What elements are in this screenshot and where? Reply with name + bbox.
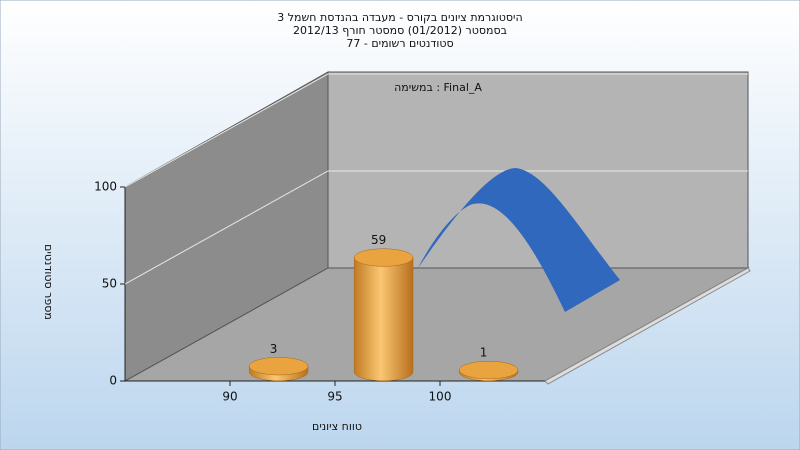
- annotation: במשימה : Final_A: [394, 81, 482, 94]
- bar-top: [458, 360, 519, 380]
- bar: [353, 257, 414, 382]
- grid-line: [124, 170, 748, 285]
- y-axis-label: מספר סטודנטים: [42, 244, 55, 320]
- x-tick-label: 100: [429, 390, 452, 404]
- y-tick-label: 100: [94, 180, 117, 194]
- floor-edge: [544, 267, 751, 385]
- bar-top: [353, 248, 414, 267]
- chart-subtitle: בסמסטר (01/2012) סמסטר חורף 2012/13: [293, 24, 507, 37]
- x-tick-label: 95: [327, 390, 342, 404]
- data-label: 1: [480, 346, 488, 360]
- bar-top: [248, 357, 309, 376]
- data-label: 59: [371, 233, 386, 247]
- y-tick-label: 0: [109, 374, 117, 388]
- data-label: 3: [270, 342, 278, 356]
- chart-title: היסטוגרמת ציונים בקורס - מעבדה בהנדסת חש…: [277, 11, 522, 24]
- y-tick-label: 50: [102, 277, 117, 291]
- chart-subtitle: סטודנטים רשומים - 77: [346, 37, 453, 50]
- x-axis-label: טווח ציונים: [312, 420, 362, 433]
- fit-curve: [418, 168, 620, 312]
- x-tick-label: 90: [222, 390, 237, 404]
- grid-line: [124, 73, 748, 188]
